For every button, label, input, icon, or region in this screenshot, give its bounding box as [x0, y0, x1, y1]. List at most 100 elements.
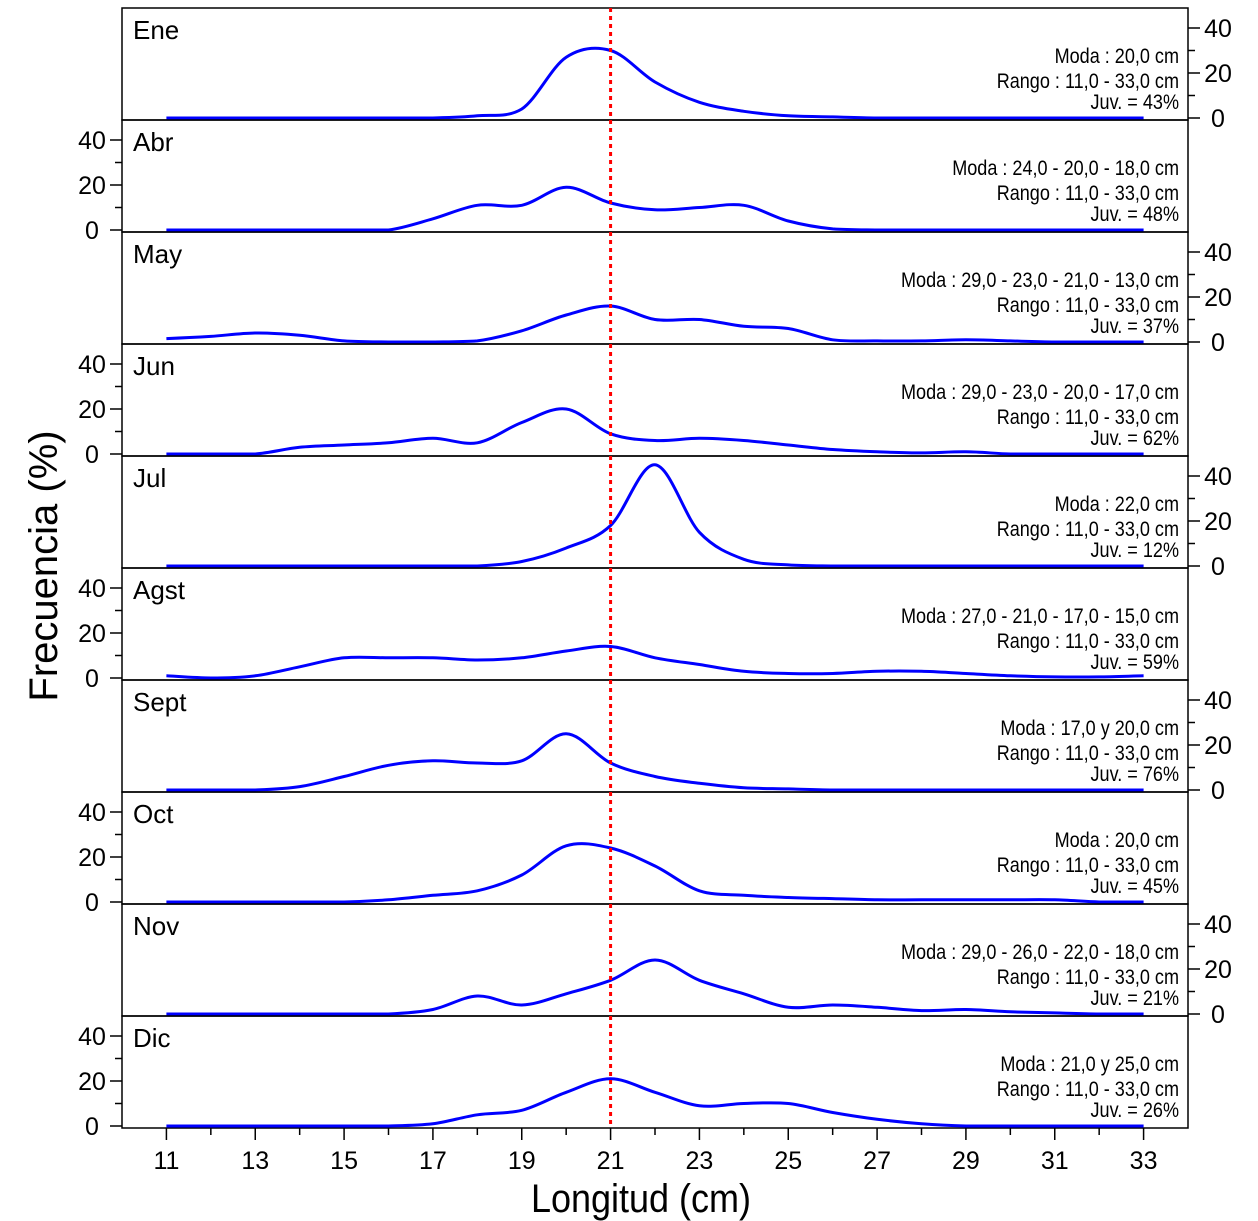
x-tick-label: 29	[952, 1147, 980, 1175]
panel-juv-text: Juv. = 43%	[1091, 91, 1179, 115]
x-tick-label: 33	[1130, 1147, 1158, 1175]
y-tick-label: 40	[1204, 687, 1232, 715]
panel-frame	[121, 7, 1189, 121]
panel-agst: Agst Moda : 27,0 - 21,0 - 17,0 - 15,0 cmR…	[78, 567, 1189, 693]
panel-month-label: Agst	[133, 575, 186, 605]
y-tick-label: 20	[78, 1068, 106, 1096]
panel-rango-text: Rango : 11,0 - 33,0 cm	[997, 630, 1179, 654]
x-tick-label: 15	[330, 1147, 358, 1175]
y-tick-label: 20	[1204, 60, 1232, 88]
y-tick-label: 0	[85, 889, 99, 917]
panel-moda-text: Moda : 22,0 cm	[1055, 493, 1179, 517]
y-tick-label: 0	[1211, 105, 1225, 133]
panel-moda-text: Moda : 17,0 y 20,0 cm	[1000, 717, 1179, 741]
x-tick-label: 27	[863, 1147, 891, 1175]
frequency-curve	[166, 842, 1144, 904]
frequency-curve	[166, 185, 1144, 232]
y-tick-label: 20	[1204, 508, 1232, 536]
x-tick-label: 11	[153, 1147, 179, 1175]
panel-rango-text: Rango : 11,0 - 33,0 cm	[997, 294, 1179, 318]
y-tick-label: 40	[1204, 15, 1232, 43]
y-tick-label: 20	[1204, 732, 1232, 760]
y-tick-label: 0	[1211, 553, 1225, 581]
y-tick-label: 0	[85, 217, 99, 245]
panel-month-label: Nov	[133, 911, 179, 941]
y-tick-label: 40	[78, 351, 106, 379]
panel-jun: Jun Moda : 29,0 - 23,0 - 20,0 - 17,0 cmRa…	[78, 343, 1189, 469]
panel-rango-text: Rango : 11,0 - 33,0 cm	[997, 518, 1179, 542]
panel-month-label: Ene	[133, 15, 179, 45]
x-axis-title: Longitud (cm)	[531, 1177, 751, 1221]
y-tick-label: 20	[78, 396, 106, 424]
panel-rango-text: Rango : 11,0 - 33,0 cm	[997, 70, 1179, 94]
panel-moda-text: Moda : 24,0 - 20,0 - 18,0 cm	[952, 157, 1179, 181]
frequency-curve	[166, 1077, 1144, 1128]
y-axis-title: Frecuencia (%)	[22, 430, 66, 701]
panel-month-label: Dic	[133, 1023, 171, 1053]
panel-rango-text: Rango : 11,0 - 33,0 cm	[997, 854, 1179, 878]
panel-rango-text: Rango : 11,0 - 33,0 cm	[997, 966, 1179, 990]
x-tick-label: 13	[241, 1147, 269, 1175]
y-tick-label: 0	[1211, 329, 1225, 357]
frequency-curve	[166, 407, 1144, 456]
panel-moda-text: Moda : 29,0 - 23,0 - 21,0 - 13,0 cm	[901, 269, 1179, 293]
y-tick-label: 20	[78, 844, 106, 872]
y-tick-label: 20	[78, 172, 106, 200]
panel-rango-text: Rango : 11,0 - 33,0 cm	[997, 742, 1179, 766]
panel-moda-text: Moda : 21,0 y 25,0 cm	[1000, 1053, 1179, 1077]
x-tick-label: 25	[774, 1147, 802, 1175]
panel-juv-text: Juv. = 12%	[1091, 539, 1179, 563]
panel-juv-text: Juv. = 21%	[1091, 987, 1179, 1011]
frequency-curve	[166, 304, 1144, 344]
x-axis: 11 13 15 17 19 21 23 25 27 29 31 33	[153, 1128, 1157, 1175]
panel-nov: Nov Moda : 29,0 - 26,0 - 22,0 - 18,0 cmRa…	[121, 903, 1232, 1029]
frequency-curve	[166, 46, 1144, 120]
panel-month-label: Jun	[133, 351, 175, 381]
y-tick-label: 40	[78, 799, 106, 827]
panel-juv-text: Juv. = 48%	[1091, 203, 1179, 227]
y-tick-label: 0	[85, 665, 99, 693]
x-tick-label: 23	[686, 1147, 714, 1175]
panel-juv-text: Juv. = 45%	[1091, 875, 1179, 899]
panel-month-label: Oct	[133, 799, 174, 829]
panel-juv-text: Juv. = 76%	[1091, 763, 1179, 787]
panel-frame	[121, 455, 1189, 569]
panel-moda-text: Moda : 29,0 - 26,0 - 22,0 - 18,0 cm	[901, 941, 1179, 965]
y-tick-label: 0	[85, 441, 99, 469]
panel-juv-text: Juv. = 26%	[1091, 1099, 1179, 1123]
panel-month-label: Abr	[133, 127, 174, 157]
y-tick-label: 0	[85, 1113, 99, 1141]
x-tick-label: 31	[1041, 1147, 1069, 1175]
panel-frame	[121, 791, 1189, 905]
panel-moda-text: Moda : 20,0 cm	[1055, 45, 1179, 69]
x-tick-label: 21	[597, 1147, 625, 1175]
panel-rango-text: Rango : 11,0 - 33,0 cm	[997, 182, 1179, 206]
panel-juv-text: Juv. = 62%	[1091, 427, 1179, 451]
panel-moda-text: Moda : 27,0 - 21,0 - 17,0 - 15,0 cm	[901, 605, 1179, 629]
x-tick-label: 19	[508, 1147, 536, 1175]
y-tick-label: 20	[78, 620, 106, 648]
frequency-curve	[166, 644, 1144, 680]
panel-juv-text: Juv. = 37%	[1091, 315, 1179, 339]
y-tick-label: 40	[1204, 911, 1232, 939]
x-tick-label: 17	[419, 1147, 447, 1175]
frequency-curve	[166, 463, 1144, 568]
frequency-curve	[166, 732, 1144, 792]
y-tick-label: 0	[1211, 777, 1225, 805]
y-tick-label: 20	[1204, 956, 1232, 984]
panel-month-label: Jul	[133, 463, 166, 493]
y-tick-label: 40	[78, 575, 106, 603]
panel-rango-text: Rango : 11,0 - 33,0 cm	[997, 1078, 1179, 1102]
panel-juv-text: Juv. = 59%	[1091, 651, 1179, 675]
panel-moda-text: Moda : 20,0 cm	[1055, 829, 1179, 853]
panel-rango-text: Rango : 11,0 - 33,0 cm	[997, 406, 1179, 430]
y-tick-label: 20	[1204, 284, 1232, 312]
